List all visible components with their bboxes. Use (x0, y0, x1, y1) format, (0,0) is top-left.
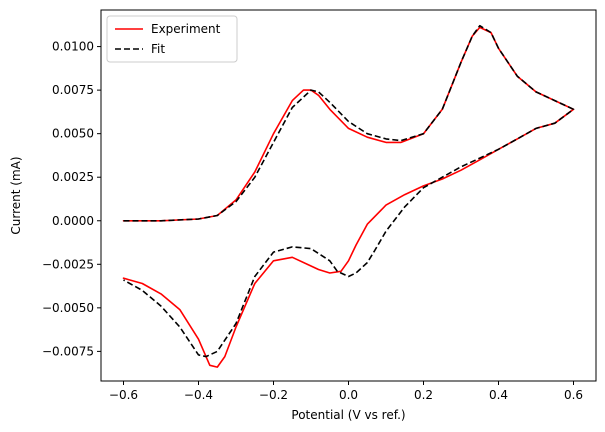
y-tick-label: −0.0050 (42, 301, 94, 315)
y-tick-label: 0.0000 (52, 214, 94, 228)
series-line-experiment (122, 26, 575, 368)
x-tick-label: −0.2 (259, 388, 288, 402)
legend-label-fit: Fit (151, 42, 165, 56)
y-tick-label: 0.0100 (52, 40, 94, 54)
plot-frame (100, 9, 597, 382)
x-axis-label: Potential (V vs ref.) (291, 408, 405, 422)
legend-label-experiment: Experiment (151, 22, 221, 36)
y-tick-label: −0.0025 (42, 257, 94, 271)
x-tick-label: 0.4 (489, 388, 508, 402)
x-axis-ticks: −0.6 −0.4 −0.2 0.0 0.2 0.4 0.6 (109, 381, 583, 402)
x-tick-label: 0.2 (414, 388, 433, 402)
x-tick-label: −0.4 (184, 388, 213, 402)
y-tick-label: −0.0075 (42, 344, 94, 358)
legend-box (106, 15, 238, 63)
y-tick-label: 0.0050 (52, 127, 94, 141)
series-layer (122, 24, 575, 368)
series-line-fit (123, 24, 575, 358)
x-tick-label: 0.0 (339, 388, 358, 402)
y-tick-label: 0.0075 (52, 83, 94, 97)
y-axis-ticks: −0.0075 −0.0050 −0.0025 0.0000 0.0025 0.0050 0… (42, 40, 101, 358)
legend: Experiment Fit (106, 15, 238, 63)
x-tick-label: −0.6 (109, 388, 138, 402)
x-tick-label: 0.6 (564, 388, 583, 402)
y-tick-label: 0.0025 (52, 170, 94, 184)
y-axis-label: Current (mA) (9, 156, 23, 234)
